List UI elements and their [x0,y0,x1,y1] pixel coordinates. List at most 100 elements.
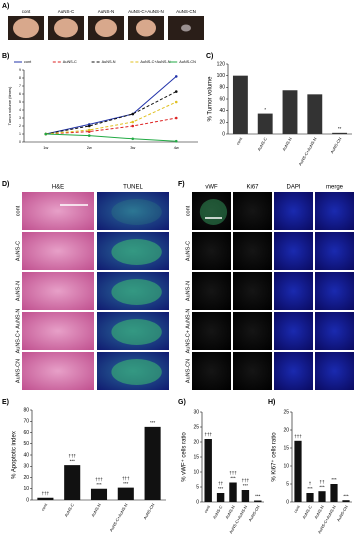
tumor [95,19,117,37]
significance: *** [255,494,261,499]
stain [111,279,162,305]
y-tick-label: 5 [286,481,289,487]
legend-label: AuNS-C [63,60,77,64]
bar [294,440,302,502]
column-header: DAPI [286,185,300,191]
significance: †† [319,479,325,484]
significance: ††† [242,478,250,483]
legend-label: AuNS-N [102,60,116,64]
x-tick-label: 1w [43,145,48,150]
row-label: AuNS-N [185,281,191,301]
bar [282,90,298,134]
y-tick-label: 5 [196,484,199,490]
micrograph [274,272,313,310]
y-tick-label: 0 [286,499,289,505]
bar [144,426,161,500]
micrograph [274,192,313,230]
y-tick-label: 1 [19,132,21,136]
micrograph [315,192,354,230]
micrograph [192,232,231,270]
column-header: merge [326,185,344,191]
x-tick-label: AuNS-N [90,502,102,517]
x-tick-label: cont [293,504,302,514]
micrograph [274,312,313,350]
panel-label: A) [2,3,9,10]
micrograph [192,272,231,310]
micrograph [22,272,94,310]
photo-label: AuNS-N [98,9,115,14]
x-tick-label: 4w [174,145,179,150]
significance: *** [96,482,102,487]
point [87,128,91,132]
y-tick-label: 20 [23,475,29,481]
bar [306,493,314,502]
y-tick-label: 40 [23,452,29,458]
y-tick-label: 2 [19,124,21,128]
point [174,75,178,78]
point [87,124,91,128]
x-tick-label: AuNS-C+AuNS-N [108,502,128,532]
x-tick-label: AuNS-C [212,504,224,519]
y-tick-label: 40 [219,108,225,114]
tumor [181,24,191,32]
y-tick-label: 9 [19,68,21,72]
significance: ††† [68,453,76,458]
bar [90,488,108,500]
micrograph [22,192,94,230]
line-series [45,101,177,135]
significance: *** [307,486,313,491]
bar [254,500,262,502]
bar [330,484,338,502]
x-tick-label: AuNS-CN [247,504,260,522]
bar [307,94,323,134]
panel-label: C) [206,53,213,60]
photo-label: AuNS-C+AuNS-N [128,9,164,14]
point [131,112,135,116]
significance: *** [319,484,325,489]
y-tick-label: 100 [217,73,226,79]
y-tick-label: 20 [219,120,225,126]
micrograph [22,232,94,270]
point [87,134,91,137]
row-label: AuNS-CN [15,359,21,383]
y-tick-label: 3 [19,116,21,120]
significance: *** [70,458,76,463]
significance: *** [343,493,349,498]
y-tick-label: 80 [23,407,29,413]
bar [216,493,225,502]
y-tick-label: 15 [193,454,199,460]
significance: ††† [95,477,103,482]
significance: ** [338,126,342,131]
x-tick-label: AuNS-C [63,502,75,517]
row-label: cont [185,205,191,216]
x-tick-label: cont [40,502,49,512]
stain [199,199,228,225]
micrograph [192,312,231,350]
line-series [45,76,177,135]
bar [232,75,248,134]
bar [204,439,212,502]
legend-label: AuNS-CN [179,60,196,64]
micrograph [233,272,272,310]
significance: ††† [229,471,237,476]
y-tick-label: 10 [23,486,29,492]
point [131,137,135,141]
tumor [136,19,156,37]
y-tick-label: 0 [222,131,225,137]
bar [318,491,326,502]
bar [37,497,54,500]
micrograph [97,192,169,230]
significance: ††† [122,476,130,481]
y-tick-label: 30 [23,464,29,470]
stain [111,319,162,345]
x-tick-label: cont [235,136,244,146]
bar [117,487,134,500]
micrograph [315,352,354,390]
y-tick-label: 5 [19,100,21,104]
panel-label: E) [2,399,9,406]
y-tick-label: 120 [217,61,226,67]
panel-label: H) [268,399,275,406]
x-tick-label: 3w [130,145,135,150]
y-tick-label: 10 [193,469,199,475]
